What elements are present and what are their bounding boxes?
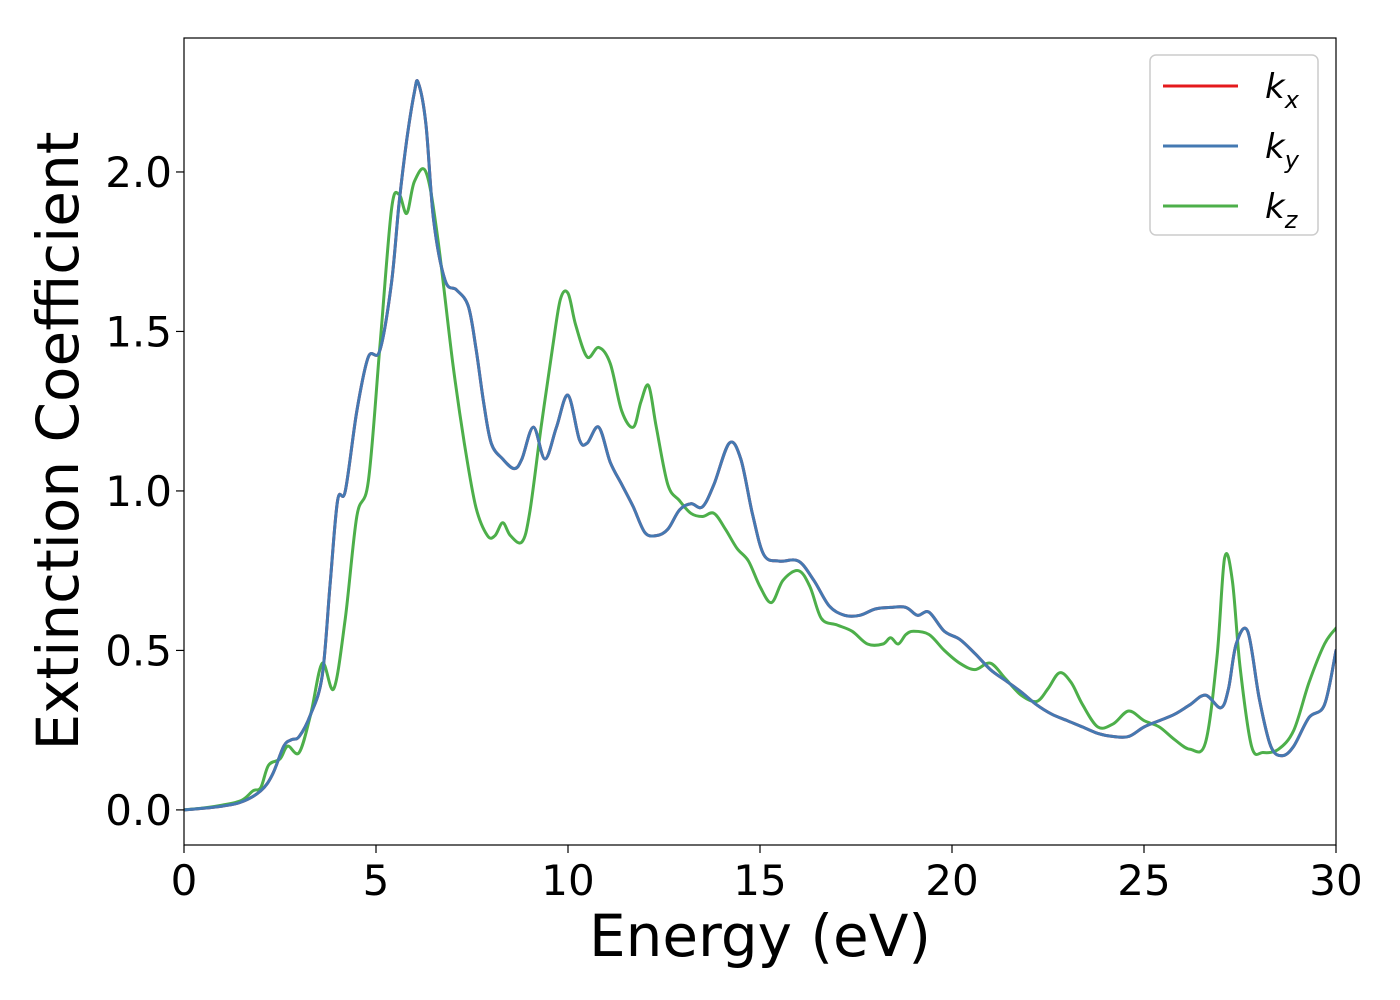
x-tick-label: 30 — [1309, 856, 1362, 905]
x-tick-label: 15 — [733, 856, 786, 905]
series-line-y — [184, 79, 1336, 812]
y-tick-label: 1.0 — [105, 467, 172, 516]
y-tick-label: 1.5 — [105, 307, 172, 356]
x-tick-label: 20 — [925, 856, 978, 905]
y-tick-label: 0.0 — [105, 786, 172, 835]
y-tick-label: 2.0 — [105, 148, 172, 197]
x-tick-label: 10 — [541, 856, 594, 905]
x-axis: 0 5 10 15 20 25 30 — [171, 845, 1363, 905]
y-tick-label: 0.5 — [105, 626, 172, 675]
y-axis: 0.0 0.5 1.0 1.5 2.0 — [105, 148, 184, 835]
legend-label-x: kx — [1265, 67, 1300, 114]
series-line-z — [184, 167, 1336, 812]
y-axis-title: Extinction Coefficient — [24, 132, 92, 751]
x-tick-label: 0 — [171, 856, 198, 905]
x-tick-label: 5 — [363, 856, 390, 905]
legend-label-y: ky — [1265, 127, 1300, 174]
x-tick-label: 25 — [1117, 856, 1170, 905]
x-axis-title: Energy (eV) — [589, 902, 931, 970]
series-layer — [184, 79, 1336, 812]
